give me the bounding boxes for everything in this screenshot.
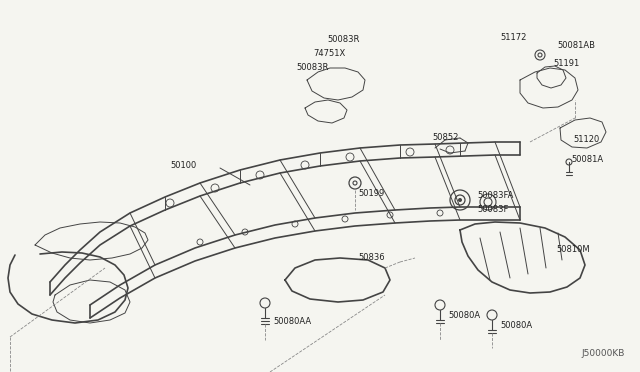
Text: 50083R: 50083R (327, 35, 360, 45)
Text: 50080A: 50080A (448, 311, 480, 321)
Text: 74751X: 74751X (313, 49, 345, 58)
Text: 51191: 51191 (553, 60, 579, 68)
Text: 50080A: 50080A (500, 321, 532, 330)
Text: 50083R: 50083R (296, 62, 328, 71)
Text: 50852: 50852 (432, 132, 458, 141)
Text: 50081A: 50081A (571, 154, 603, 164)
Text: 50836: 50836 (358, 253, 385, 262)
Text: 50081AB: 50081AB (557, 42, 595, 51)
Text: 50083F: 50083F (477, 205, 508, 214)
Text: 50080AA: 50080AA (273, 317, 311, 326)
Text: 50100: 50100 (170, 160, 196, 170)
Text: 50083FA: 50083FA (477, 192, 513, 201)
Text: 51172: 51172 (500, 32, 526, 42)
Text: J50000KB: J50000KB (582, 349, 625, 358)
Text: 51120: 51120 (573, 135, 599, 144)
Text: 50199: 50199 (358, 189, 384, 198)
Circle shape (458, 198, 462, 202)
Text: 50810M: 50810M (556, 246, 589, 254)
